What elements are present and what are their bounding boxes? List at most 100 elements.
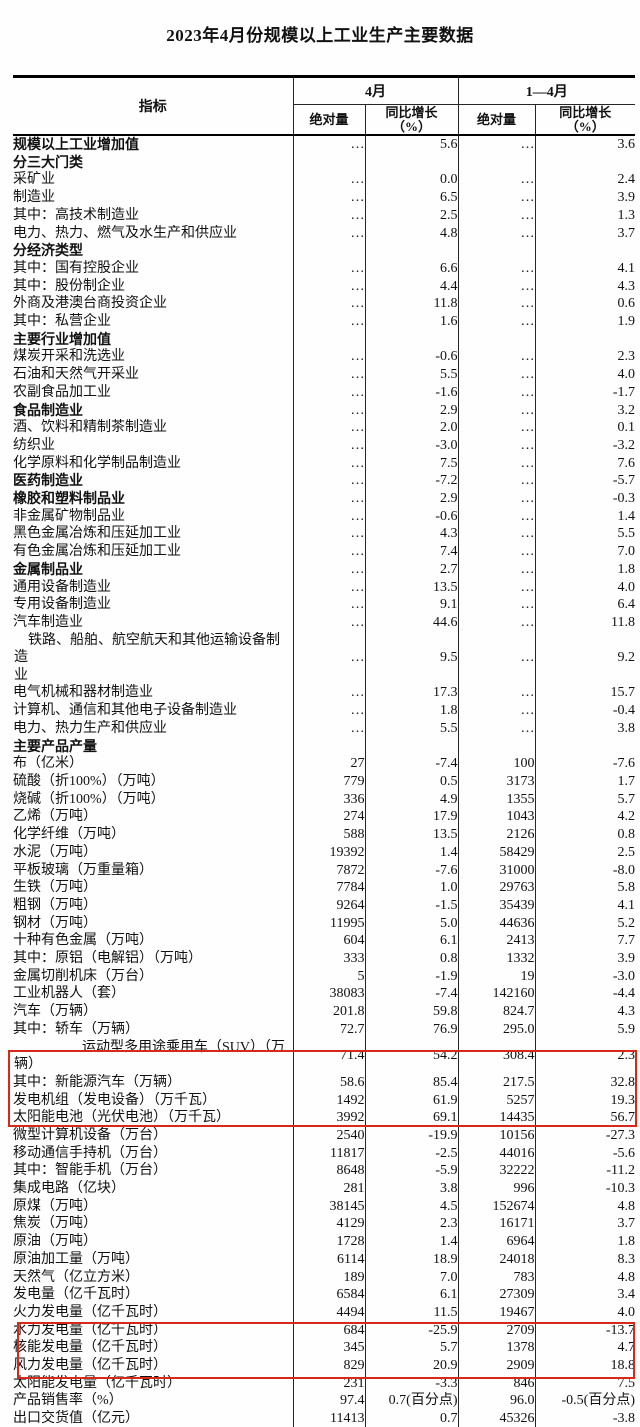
table-row: 原煤（万吨） 38145 4.5 152674 4.8 xyxy=(13,1197,635,1216)
table-row: 焦炭（万吨） 4129 2.3 16171 3.7 xyxy=(13,1215,635,1234)
table-header: 指标 4月 1—4月 绝对量 同比增长 （%） 绝对量 同比增长 （%） xyxy=(13,75,635,136)
value-cell: 0.7 xyxy=(365,1410,459,1427)
value-cell: … xyxy=(458,719,536,738)
indicator-cell: 橡胶和塑料制品业 xyxy=(13,490,294,508)
indicator-cell: 主要产品产量 xyxy=(13,737,294,756)
value-cell: 17.9 xyxy=(365,808,459,827)
value-cell: 1.6 xyxy=(365,313,459,331)
value-cell: 27 xyxy=(293,755,366,773)
value-cell: 1355 xyxy=(458,790,536,809)
value-cell: 1.4 xyxy=(365,843,459,862)
value-cell: … xyxy=(293,313,366,331)
value-cell: 4.3 xyxy=(617,278,636,294)
value-cell: 7.0 xyxy=(617,544,636,560)
value-cell: … xyxy=(293,543,366,561)
indicator-cell: 其中：私营企业 xyxy=(13,313,294,331)
indicator-cell: 水泥（万吨） xyxy=(13,843,294,862)
table-row: 原油（万吨） 1728 1.4 6964 1.8 xyxy=(13,1233,635,1251)
table-row: 石油和天然气开采业… 5.5… 4.0 xyxy=(13,366,635,384)
value-cell: … xyxy=(458,578,536,597)
table-row: 原油加工量（万吨） 6114 18.9 24018 8.3 xyxy=(13,1250,635,1269)
value-cell: … xyxy=(293,224,366,243)
value-cell: 5.7 xyxy=(365,1339,459,1358)
table-row: 其中：新能源汽车（万辆） 58.6 85.4 217.5 32.8 xyxy=(13,1073,635,1092)
value-cell: -3.0 xyxy=(365,436,459,455)
value-cell xyxy=(458,737,536,756)
value-cell: -0.4 xyxy=(612,703,635,719)
indicator-cell: 发电机组（发电设备）（万千瓦） xyxy=(13,1091,294,1110)
table-row: 工业机器人（套） 38083 -7.4 142160 -4.4 xyxy=(13,985,635,1004)
table-row: 橡胶和塑料制品业… 2.9… -0.3 xyxy=(13,490,635,508)
indicator-cell: 铁路、船舶、航空航天和其他运输设备制造 业 xyxy=(13,631,294,685)
indicator-cell: 分三大门类 xyxy=(13,153,294,172)
value-cell: 4.0 xyxy=(617,1304,636,1320)
indicator-cell: 粗钢（万吨） xyxy=(13,896,294,915)
value-cell: … xyxy=(458,596,536,614)
value-cell: -0.3 xyxy=(612,491,635,507)
value-cell: 4494 xyxy=(293,1303,366,1322)
value-cell: … xyxy=(293,189,366,207)
table-row: 纺织业… -3.0… -3.2 xyxy=(13,436,635,455)
value-cell: 2.9 xyxy=(365,490,459,508)
value-cell: … xyxy=(293,525,366,544)
indicator-cell: 酒、饮料和精制茶制造业 xyxy=(13,419,294,437)
value-cell: 2.3 xyxy=(617,1048,636,1064)
value-cell: 1043 xyxy=(458,808,536,827)
value-cell: 345 xyxy=(293,1339,366,1358)
indicator-cell: 原煤（万吨） xyxy=(13,1197,294,1216)
value-cell xyxy=(458,242,536,260)
value-cell: 3.8 xyxy=(617,720,636,736)
table-row: 制造业… 6.5… 3.9 xyxy=(13,189,635,207)
value-cell xyxy=(458,153,536,172)
table-row: 火力发电量（亿千瓦时） 4494 11.5 19467 4.0 xyxy=(13,1303,636,1322)
value-cell: 0.7(百分点) xyxy=(365,1392,459,1411)
indicator-cell: 通用设备制造业 xyxy=(13,578,294,597)
value-cell: 8648 xyxy=(293,1162,366,1181)
value-cell: … xyxy=(293,383,366,402)
table-row: 分三大门类 xyxy=(13,153,635,172)
value-cell xyxy=(293,242,366,260)
value-cell: 4.1 xyxy=(617,260,636,276)
table-row: 移动通信手持机（万台） 11817 -2.5 44016 -5.6 xyxy=(13,1144,635,1163)
value-cell: 281 xyxy=(293,1180,366,1198)
value-cell: 217.5 xyxy=(458,1073,536,1092)
value-cell: 231 xyxy=(293,1374,366,1393)
value-cell: 308.4 xyxy=(458,1038,536,1074)
table-row: 外商及港澳台商投资企业… 11.8… 0.6 xyxy=(13,295,636,314)
table-row: 粗钢（万吨） 9264 -1.5 35439 4.1 xyxy=(13,896,635,915)
indicator-cell: 天然气（亿立方米） xyxy=(13,1268,294,1287)
value-cell: 35439 xyxy=(458,896,536,915)
table-row: 出口交货值（亿元） 11413 0.7 45326 -3.8 xyxy=(13,1410,635,1427)
value-cell: 1.8 xyxy=(617,1234,636,1250)
table-row: 主要产品产量 xyxy=(13,737,635,756)
value-cell: 1728 xyxy=(293,1233,366,1251)
table-row: 金属制品业… 2.7… 1.8 xyxy=(13,560,635,579)
value-cell: … xyxy=(458,401,536,420)
indicator-cell: 火力发电量（亿千瓦时） xyxy=(13,1303,294,1322)
value-cell xyxy=(365,242,459,260)
indicator-cell: 发电量（亿千瓦时） xyxy=(13,1286,294,1304)
table-row: 专用设备制造业… 9.1… 6.4 xyxy=(13,596,635,614)
value-cell: -0.6 xyxy=(365,348,459,367)
value-cell: 7.5 xyxy=(617,1375,636,1391)
indicator-cell: 农副食品加工业 xyxy=(13,383,294,402)
value-cell: 4.7 xyxy=(617,1340,636,1356)
value-cell: 588 xyxy=(293,826,366,844)
value-cell xyxy=(458,330,536,349)
value-cell: 5.7 xyxy=(617,791,636,807)
table-row: 食品制造业… 2.9… 3.2 xyxy=(13,401,635,420)
value-cell: … xyxy=(293,348,366,367)
value-cell: -1.6 xyxy=(365,383,459,402)
value-cell: 44636 xyxy=(458,914,536,933)
value-cell: 0.6 xyxy=(617,296,636,312)
value-cell: 1378 xyxy=(458,1339,536,1358)
header-row-groups: 指标 4月 1—4月 xyxy=(13,75,635,136)
value-cell: 59.8 xyxy=(365,1003,459,1021)
value-cell: … xyxy=(293,472,366,491)
value-cell: 58.6 xyxy=(293,1073,366,1092)
value-cell: 20.9 xyxy=(365,1357,459,1375)
table-row: 生铁（万吨） 7784 1.0 29763 5.8 xyxy=(13,879,635,897)
table-row: 其中：原铝（电解铝）（万吨） 333 0.8 1332 3.9 xyxy=(13,950,635,968)
col-header-indicator: 指标 xyxy=(13,75,294,136)
value-cell: 54.2 xyxy=(365,1038,459,1074)
